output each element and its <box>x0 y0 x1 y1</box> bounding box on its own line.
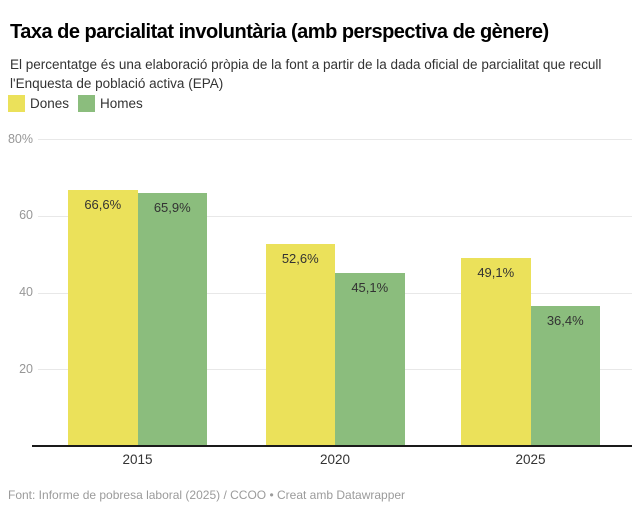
bar-dones-2025[interactable] <box>461 257 531 446</box>
y-axis-tick-label-20: 20 <box>19 361 33 376</box>
x-axis-tick-label-2015: 2015 <box>122 452 153 467</box>
bar-value-label-homes-2015: 65,9% <box>153 200 191 216</box>
gridline-60 <box>38 215 632 217</box>
bar-value-label-homes-2025: 36,4% <box>546 313 584 329</box>
y-axis-tick-label-40: 40 <box>19 285 33 299</box>
legend-swatch-icon <box>78 95 96 112</box>
chart-title: Taxa de parcialitat involuntària (amb pe… <box>10 21 549 44</box>
bar-value-label-dones-2025: 49,1% <box>477 264 515 280</box>
legend-label: Homes <box>100 96 143 111</box>
bar-dones-2015[interactable] <box>68 190 138 446</box>
x-axis-tick-label-2020: 2020 <box>319 452 351 467</box>
source-attribution: Font: Informe de pobresa laboral (2025) … <box>8 488 406 502</box>
legend: Dones Homes <box>8 95 143 112</box>
legend-label: Dones <box>30 96 70 111</box>
bar-homes-2020[interactable] <box>335 272 405 446</box>
bar-homes-2025[interactable] <box>530 306 600 446</box>
legend-item-homes: Homes <box>78 95 143 112</box>
x-axis-baseline <box>32 445 632 447</box>
legend-swatch-icon <box>8 95 25 112</box>
bar-dones-2020[interactable] <box>265 244 335 446</box>
x-axis-tick-label-2025: 2025 <box>515 452 546 467</box>
gridline-80 <box>38 139 632 140</box>
bar-value-label-dones-2015: 66,6% <box>84 197 122 213</box>
y-axis-tick-label-60: 60 <box>19 208 33 223</box>
chart-subtitle: El percentatge és una elaboració pròpia … <box>10 56 602 91</box>
bar-value-label-homes-2020: 45,1% <box>351 279 389 295</box>
y-axis-tick-label-80: 80% <box>7 131 33 146</box>
bar-homes-2015[interactable] <box>137 193 207 446</box>
bar-value-label-dones-2020: 52,6% <box>281 251 319 267</box>
legend-item-dones: Dones <box>8 95 69 112</box>
